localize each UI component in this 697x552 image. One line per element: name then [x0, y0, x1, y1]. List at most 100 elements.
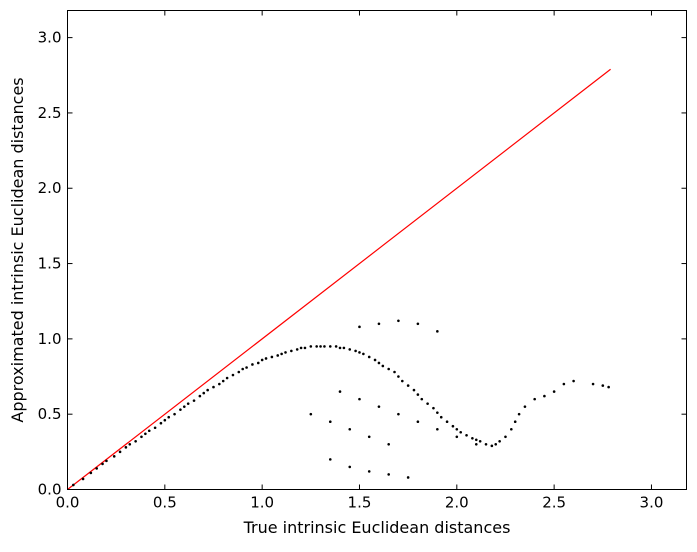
scatter-point [523, 405, 527, 408]
scatter-point [459, 430, 463, 434]
scatter-point [455, 435, 459, 439]
x-tick-label: 0.0 [56, 494, 80, 512]
scatter-point [163, 418, 167, 422]
scatter-point [416, 322, 420, 326]
scatter-point [474, 438, 478, 442]
scatter-point [607, 385, 610, 389]
scatter-point [406, 476, 410, 479]
scatter-point [212, 385, 215, 389]
scatter-point [377, 361, 381, 365]
scatter-point [455, 427, 459, 431]
scatter-point [237, 370, 241, 374]
scatter-point [315, 345, 318, 348]
scatter-point [416, 393, 420, 396]
y-tick-label: 2.5 [38, 104, 62, 122]
scatter-point [124, 446, 128, 449]
scatter-point [81, 477, 85, 481]
scatter-point [572, 379, 575, 383]
scatter-point [387, 367, 390, 371]
scatter-point [465, 433, 468, 437]
scatter-point [471, 436, 474, 440]
scatter-point [128, 443, 132, 446]
scatter-point [206, 388, 209, 392]
reference-line [67, 68, 611, 490]
scatter-point [498, 439, 501, 443]
scatter-point [406, 384, 410, 387]
scatter-point [367, 355, 371, 359]
scatter-point [105, 459, 108, 463]
scatter-point [517, 412, 521, 416]
scatter-point [144, 432, 147, 436]
scatter-point [328, 345, 332, 348]
scatter-point [362, 352, 365, 356]
scatter-point [192, 399, 196, 402]
scatter-point [552, 390, 556, 393]
scatter-point [95, 467, 98, 470]
scatter-point [426, 402, 429, 405]
scatter-point [118, 450, 122, 454]
scatter-point [513, 420, 517, 424]
x-axis: 0.0 0.5 1.0 1.5 2.0 2.5 3.0 [56, 10, 664, 512]
scatter-point [260, 358, 264, 362]
scatter-point [387, 473, 390, 476]
scatter-point [198, 394, 202, 398]
scatter-point [112, 455, 116, 458]
scatter-point [323, 345, 326, 348]
y-tick-label: 0.5 [38, 405, 62, 423]
scatter-point [367, 470, 371, 473]
scatter-point [412, 388, 416, 392]
scatter-point [173, 412, 176, 416]
scatter-point [290, 349, 293, 353]
scatter-point [295, 348, 299, 351]
scatter-point [140, 435, 143, 439]
scatter-point [101, 462, 104, 466]
scatter-point [256, 361, 260, 365]
scatter-point [284, 351, 287, 354]
scatter-point [328, 420, 332, 424]
y-tick-label: 0.0 [38, 481, 62, 499]
x-axis-label: True intrinsic Euclidean distances [243, 518, 511, 537]
scatter-point [397, 375, 400, 378]
scatter-point [420, 397, 424, 401]
scatter-point [280, 352, 283, 356]
scatter-point [494, 443, 498, 446]
scatter-point [393, 370, 396, 374]
scatter-point [416, 420, 420, 424]
y-tick-label: 1.5 [38, 255, 62, 273]
scatter-point [358, 397, 361, 401]
scatter-point [562, 382, 566, 386]
scatter-point [348, 427, 352, 431]
y-tick-label: 2.0 [38, 179, 62, 197]
scatter-point [484, 443, 488, 446]
scatter-point [381, 364, 385, 368]
scatter-point [543, 394, 546, 398]
scatter-point [338, 346, 342, 350]
scatter-point [358, 351, 361, 354]
x-tick-label: 0.5 [153, 494, 177, 512]
scatter-point [241, 367, 244, 371]
scatter-point [299, 346, 303, 350]
scatter-point [264, 357, 268, 360]
scatter-point [436, 427, 439, 431]
scatter-point [348, 465, 352, 469]
scatter-point [478, 439, 482, 443]
x-tick-label: 3.0 [640, 494, 664, 512]
scatter-point [270, 355, 274, 359]
scatter-point [591, 382, 595, 386]
scatter-point [179, 408, 182, 411]
scatter-point [218, 382, 221, 386]
scatter-point [533, 397, 536, 401]
scatter-point [72, 483, 75, 487]
scatter-point [397, 412, 400, 416]
y-axis: 0.0 0.5 1.0 1.5 2.0 2.5 3.0 [38, 29, 687, 499]
x-tick-label: 1.0 [250, 494, 274, 512]
y-tick-label: 1.0 [38, 330, 62, 348]
scatter-point [251, 363, 254, 366]
scatter-point [348, 348, 352, 351]
x-tick-label: 1.5 [348, 494, 372, 512]
scatter-point [354, 349, 357, 353]
scatter-point [432, 406, 435, 410]
scatter-point [373, 358, 377, 362]
